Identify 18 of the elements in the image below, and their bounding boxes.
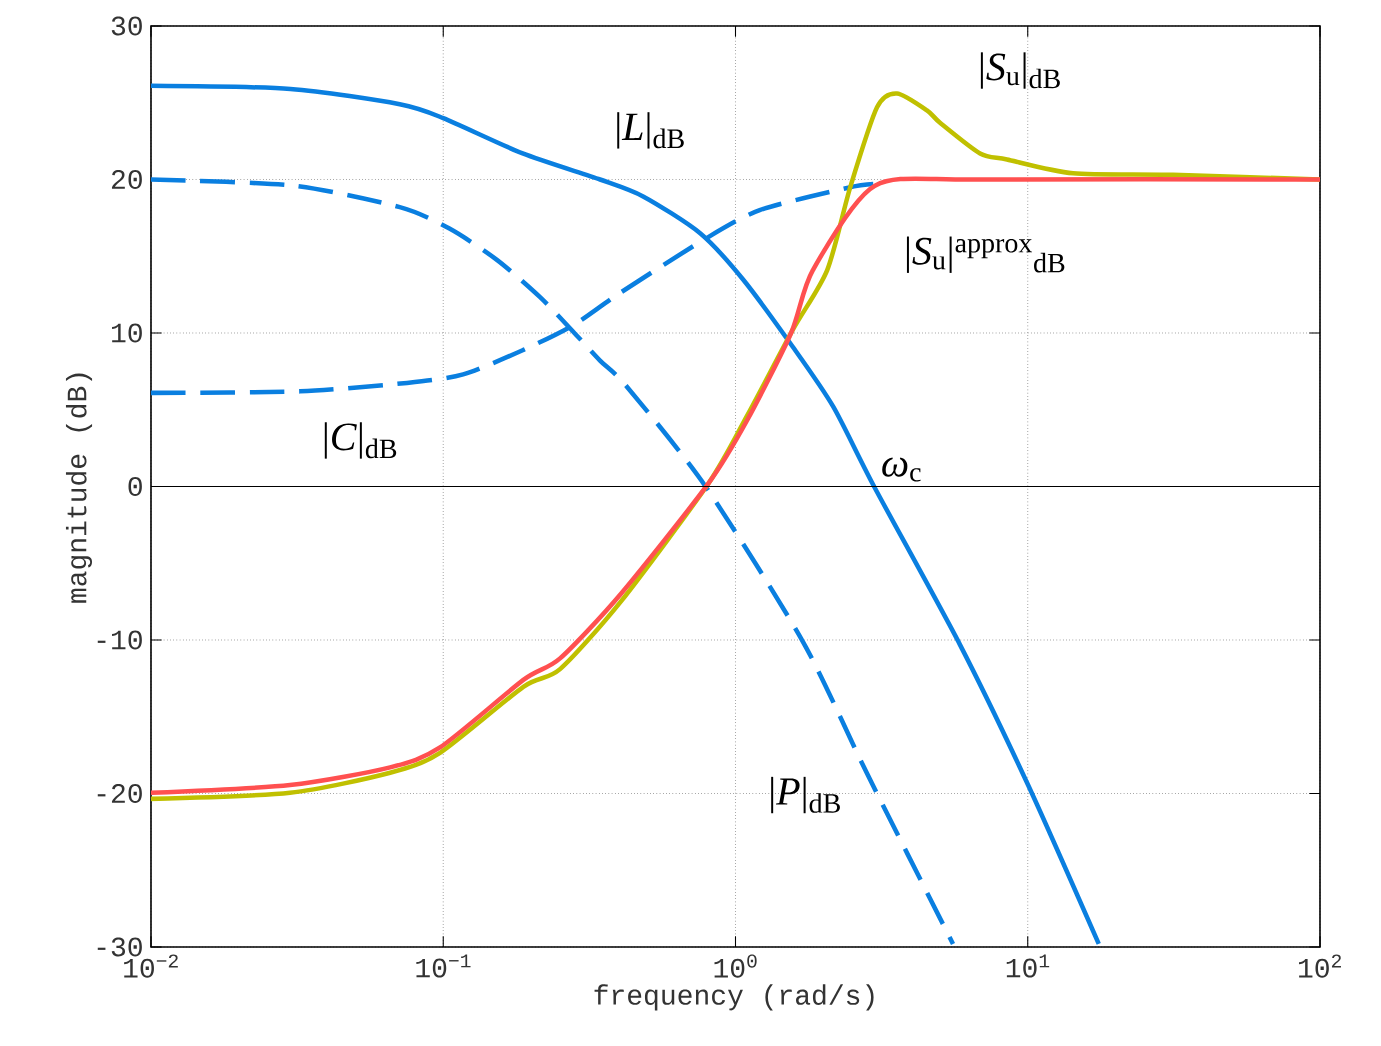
y-tick-label: 30 xyxy=(111,16,142,36)
y-axis-title: magnitude (dB) xyxy=(65,373,93,603)
x-axis-title: frequency (rad/s) xyxy=(594,984,874,1011)
y-tick-label: 20 xyxy=(111,169,142,189)
series-label: |S$_{u}$|$_{dB}$ xyxy=(980,52,1060,89)
y-tick-label: -10 xyxy=(97,630,142,650)
x-tick-label: 10$^{1}$ xyxy=(1006,954,1050,978)
x-tick-label: 10$^{0}$ xyxy=(714,954,757,978)
series-label: |S$_{u}$|$^{approx}$dB xyxy=(906,236,1065,273)
x-tick-label: 10$^{2}$ xyxy=(1299,954,1341,978)
annotation: ω$_{c}$ xyxy=(882,457,921,482)
y-tick-label: -20 xyxy=(97,783,142,803)
x-tick-label: 10$^{−1}$ xyxy=(416,954,471,978)
y-tick-label: 10 xyxy=(112,323,142,343)
series-label: |L|$_{dB}$ xyxy=(617,112,684,149)
series-label: |C|$_{dB}$ xyxy=(324,422,397,459)
y-tick-label: 0 xyxy=(128,476,142,496)
series-label: |P|$_{dB}$ xyxy=(771,776,840,814)
